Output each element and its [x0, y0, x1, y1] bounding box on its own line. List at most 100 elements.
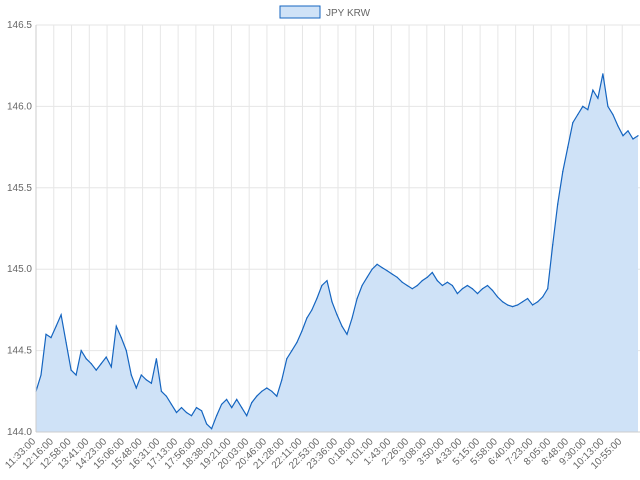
data-point [466, 284, 468, 287]
data-point [637, 135, 639, 137]
data-point [612, 113, 614, 116]
data-point [411, 288, 413, 290]
data-point [511, 306, 514, 308]
data-point [517, 304, 519, 306]
data-point [587, 109, 589, 111]
data-point [276, 395, 278, 397]
data-point [80, 350, 82, 352]
data-point [180, 407, 183, 409]
axes: 144.0144.5145.0145.5146.0146.511:33:0012… [3, 20, 640, 472]
data-point [140, 374, 142, 376]
data-point [311, 309, 313, 311]
data-point [406, 284, 408, 287]
data-point [150, 382, 152, 384]
data-point [456, 293, 458, 295]
data-point [532, 304, 534, 306]
data-point [547, 288, 549, 290]
data-point [75, 374, 77, 376]
data-point [617, 125, 619, 127]
data-point [206, 423, 208, 425]
data-point [301, 330, 303, 332]
data-point [446, 281, 448, 283]
data-point [421, 280, 423, 282]
data-point [371, 268, 373, 270]
data-point [226, 398, 228, 400]
data-point [246, 415, 248, 417]
y-tick-label: 146.0 [7, 101, 32, 112]
data-point [85, 358, 87, 360]
y-tick-label: 146.5 [7, 20, 32, 31]
data-point [416, 284, 418, 287]
data-point [426, 276, 428, 278]
data-point [481, 288, 484, 290]
data-point [281, 379, 283, 381]
y-tick-label: 144.5 [7, 346, 32, 357]
data-point [231, 407, 233, 409]
data-point [627, 130, 629, 132]
data-point [557, 203, 559, 205]
data-point [70, 369, 72, 371]
data-point [261, 390, 263, 392]
data-point [55, 325, 57, 327]
data-point [130, 374, 132, 376]
data-point [45, 333, 47, 335]
data-point [597, 97, 599, 99]
data-point [100, 363, 102, 365]
data-point [577, 113, 579, 116]
data-point [256, 395, 258, 397]
data-point [216, 415, 218, 417]
data-point [135, 387, 137, 389]
data-point [195, 407, 198, 409]
data-point [461, 288, 463, 290]
data-point [211, 428, 213, 430]
data-point [401, 281, 403, 283]
data-point [502, 301, 504, 303]
y-tick-label: 145.0 [7, 264, 32, 275]
data-point [562, 170, 564, 173]
data-point [356, 297, 358, 300]
data-point [537, 301, 539, 303]
data-point [271, 390, 273, 392]
data-point [381, 267, 383, 269]
data-point [602, 73, 604, 75]
series-area [35, 73, 639, 433]
data-point [567, 146, 569, 148]
data-point [221, 403, 223, 405]
data-point [451, 284, 453, 287]
data-point [527, 297, 529, 300]
data-point [251, 402, 253, 404]
data-point [201, 410, 203, 412]
legend-swatch[interactable] [279, 5, 321, 19]
legend[interactable]: JPY KRW [279, 5, 371, 19]
data-point [471, 288, 473, 290]
data-point [286, 358, 288, 360]
data-point [326, 280, 328, 282]
data-point [436, 280, 438, 282]
data-point [582, 105, 584, 107]
data-point [145, 379, 147, 381]
data-point [50, 337, 52, 339]
data-point [155, 358, 157, 360]
data-point [165, 395, 167, 397]
data-point [170, 403, 172, 405]
data-point [476, 293, 479, 295]
data-point [115, 325, 117, 327]
data-point [60, 314, 62, 316]
data-point [331, 301, 333, 303]
data-point [321, 284, 323, 287]
data-point [376, 263, 378, 265]
data-point [175, 411, 178, 414]
legend-label[interactable]: JPY KRW [326, 8, 371, 19]
data-point [185, 411, 188, 414]
data-point [441, 284, 443, 287]
data-point [105, 356, 107, 358]
data-point [40, 374, 42, 376]
y-tick-label: 144.0 [7, 427, 32, 438]
data-point [622, 135, 624, 137]
data-point [336, 314, 338, 316]
data-point [431, 271, 433, 274]
data-point [90, 363, 92, 365]
data-point [522, 301, 524, 303]
data-point [391, 273, 393, 275]
